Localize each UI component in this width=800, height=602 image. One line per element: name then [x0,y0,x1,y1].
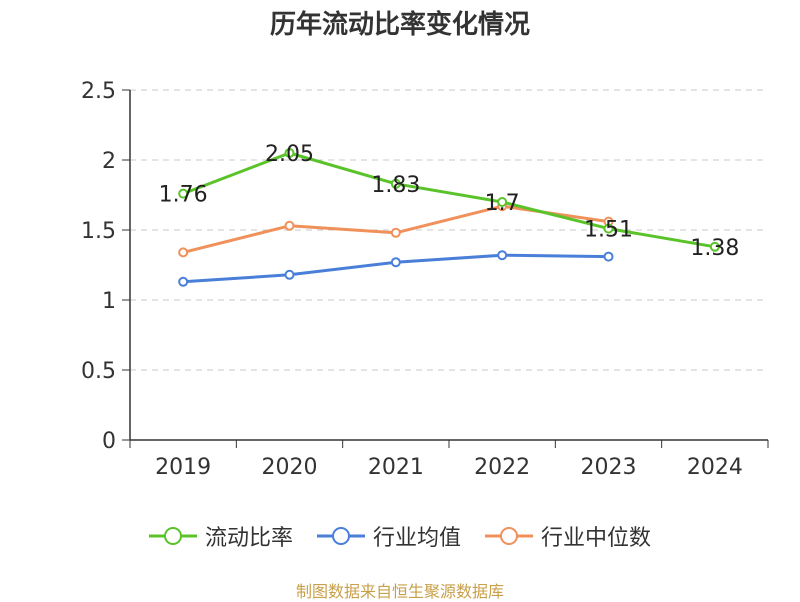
data-point-series-0 [284,148,295,158]
data-point-series-0 [709,241,720,252]
y-tick-label: 0.5 [81,359,116,384]
legend-marker-current-ratio [148,527,197,545]
legend-label-industry-average: 行业均值 [372,526,461,551]
legend-label-current-ratio: 流动比率 [204,526,293,551]
data-point-series-2 [390,227,401,238]
x-tick-label: 2020 [262,455,318,480]
legend-item-current-ratio[interactable]: 流动比率 [148,520,293,552]
legend-item-industry-average[interactable]: 行业均值 [316,520,461,552]
legend-marker-industry-median [485,527,533,545]
data-label: 1.83 [371,173,420,198]
data-point-series-1 [178,276,189,287]
x-tick-label: 2024 [687,455,743,480]
x-tick-label: 2019 [155,455,211,480]
data-point-series-1 [284,269,295,280]
data-point-series-0 [390,178,401,189]
series-line-0 [182,151,716,249]
legend-label-industry-median: 行业中位数 [541,526,652,551]
y-tick-label: 2.5 [81,79,116,104]
y-tick-label: 1.5 [81,219,116,244]
x-tick-label: 2021 [368,455,424,480]
data-label: 1.76 [159,183,208,208]
y-tick-label: 0 [102,429,116,454]
chart-title: 历年流动比率变化情况 [269,10,530,40]
data-label: 1.7 [485,191,520,216]
legend-item-industry-median[interactable]: 行业中位数 [485,520,651,552]
legend: 流动比率 行业均值 行业中位数 [0,520,800,552]
legend-marker-industry-average [316,527,365,545]
y-tick-label: 1 [102,289,116,314]
data-label: 2.05 [265,142,314,167]
data-point-series-2 [178,247,189,258]
x-tick-label: 2022 [474,455,530,480]
data-point-series-0 [178,188,189,199]
data-label: 1.51 [584,218,633,243]
data-point-series-1 [497,250,508,261]
data-point-series-0 [603,223,614,234]
data-point-series-0 [497,197,508,207]
data-point-series-1 [390,257,401,268]
data-point-series-2 [284,220,295,231]
data-label: 1.38 [690,236,739,261]
x-tick-label: 2023 [581,455,637,480]
data-source-note: 制图数据来自恒生聚源数据库 [295,582,504,601]
data-point-series-1 [603,251,614,262]
y-tick-label: 2 [102,149,116,174]
